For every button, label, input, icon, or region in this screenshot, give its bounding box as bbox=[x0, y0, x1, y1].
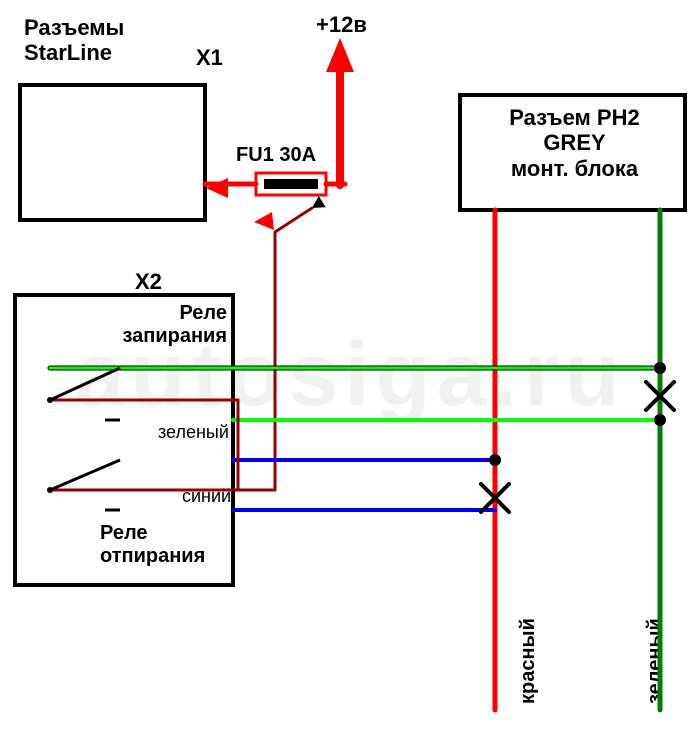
wiring-svg bbox=[0, 0, 700, 751]
diagram-stage: autosiga.ru Разъемы StarLine X1 +12в FU1… bbox=[0, 0, 700, 751]
